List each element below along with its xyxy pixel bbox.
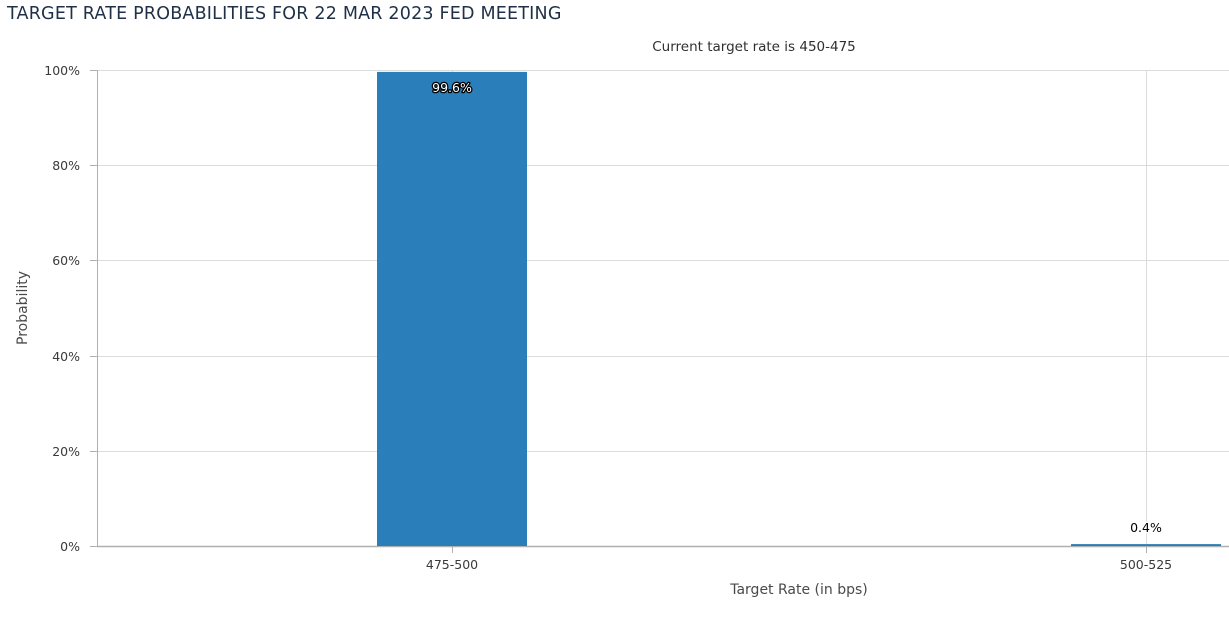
bar-500-525[interactable] [1071, 544, 1221, 546]
y-tick-label: 80% [52, 158, 80, 173]
page-title: TARGET RATE PROBABILITIES FOR 22 MAR 202… [7, 4, 562, 24]
x-axis-title: Target Rate (in bps) [729, 582, 868, 598]
label-layer: 99.6% 0.4% [431, 79, 1163, 537]
x-tick-label: 500-525 [1120, 557, 1172, 572]
x-tick-label: 475-500 [426, 557, 478, 572]
grid-layer [97, 70, 1229, 546]
data-label-500-525: 0.4% [1130, 520, 1162, 535]
bar-475-500[interactable] [377, 71, 527, 547]
y-axis-title: Probability [15, 271, 31, 345]
y-tick-label: 60% [52, 253, 80, 268]
chart-subtitle: Current target rate is 450-475 [652, 39, 856, 55]
y-tick-label: 0% [60, 539, 80, 554]
y-tick-label: 100% [44, 63, 80, 78]
y-tick-label: 40% [52, 349, 80, 364]
data-label-475-500: 99.6% [432, 80, 472, 95]
axis-layer: 0% 20% 40% 60% 80% 100% 475-500 500-525 [44, 63, 1229, 572]
bar-layer [377, 71, 1221, 547]
y-tick-label: 20% [52, 444, 80, 459]
